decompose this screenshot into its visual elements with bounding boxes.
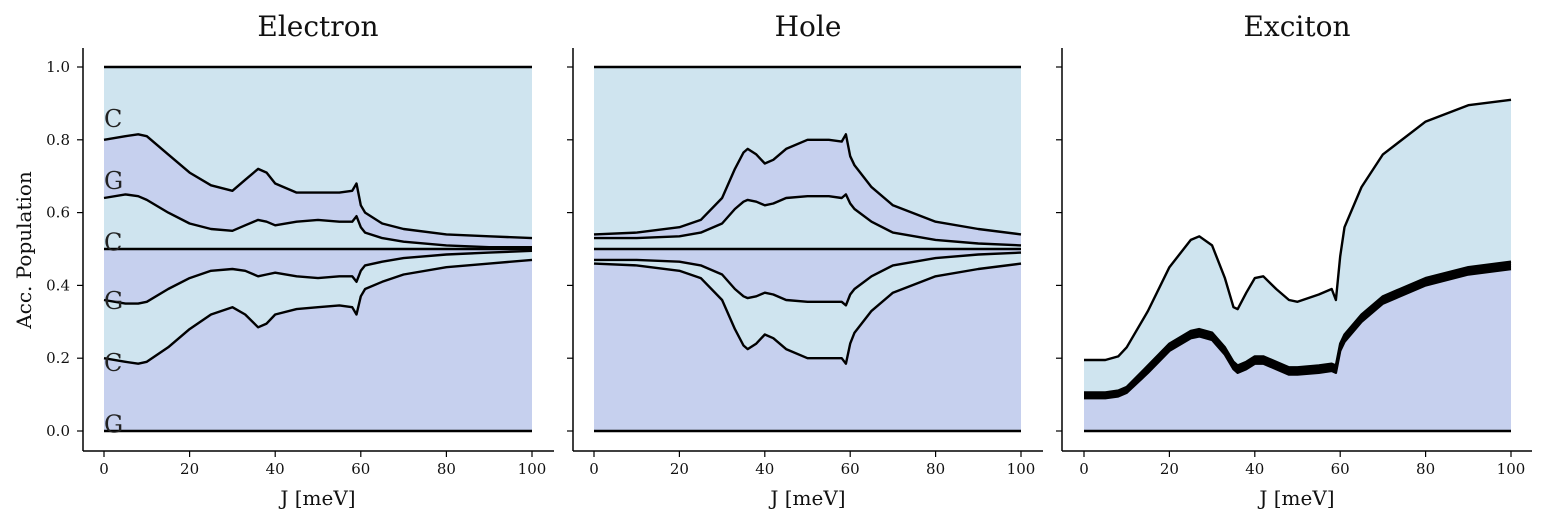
x-tick-label: 100 — [1007, 460, 1036, 478]
y-tick-label: 0.2 — [46, 349, 70, 367]
x-axis-label: J [meV] — [768, 486, 845, 510]
band-fill — [104, 259, 532, 431]
series-line — [103, 258, 533, 365]
x-tick-label: 100 — [518, 460, 547, 478]
x-tick-label: 60 — [351, 460, 370, 478]
panel-title: Electron — [257, 10, 378, 43]
x-tick-label: 20 — [670, 460, 689, 478]
band-label: G — [104, 411, 123, 439]
band-label: C — [104, 105, 122, 133]
series-line — [103, 249, 533, 305]
band-fill — [594, 194, 1021, 249]
panel-title: Hole — [775, 10, 842, 43]
band-fill — [594, 252, 1021, 364]
x-tick-label: 80 — [437, 460, 456, 478]
y-tick-label: 0.8 — [46, 131, 70, 149]
band-fill — [594, 263, 1021, 431]
x-tick-label: 80 — [1416, 460, 1435, 478]
y-tick-label: 0.6 — [46, 204, 70, 222]
series-line — [103, 133, 533, 240]
band-fill — [1084, 269, 1511, 431]
band-label: G — [104, 167, 123, 195]
y-tick-label: 1.0 — [46, 58, 70, 76]
panel-title: Exciton — [1243, 10, 1350, 43]
band-fill — [594, 67, 1021, 235]
x-tick-label: 100 — [1497, 460, 1526, 478]
panel-hole: Hole J [meV] 0 20 40 60 80 100 — [567, 10, 1043, 510]
panel-exciton: Exciton J [meV] 0 20 40 60 80 100 — [1056, 10, 1532, 510]
x-tick-label: 20 — [180, 460, 199, 478]
series-line — [594, 193, 1022, 247]
x-tick-label: 0 — [99, 460, 109, 478]
band-fill — [104, 67, 532, 239]
series-line — [593, 133, 1022, 236]
band-fill — [104, 134, 532, 248]
x-tick-label: 60 — [1331, 460, 1350, 478]
band-label: C — [104, 229, 122, 257]
x-tick-label: 80 — [926, 460, 945, 478]
series-line — [593, 262, 1022, 365]
band-label: C — [104, 349, 122, 377]
series-line — [1084, 98, 1512, 362]
x-tick-label: 20 — [1160, 460, 1179, 478]
x-axis-label: J [meV] — [1257, 486, 1334, 510]
band-fill — [104, 249, 532, 304]
band-fill — [594, 134, 1021, 246]
x-tick-label: 60 — [841, 460, 860, 478]
x-tick-label: 40 — [266, 460, 285, 478]
panel-electron: Electron Acc. Population J [meV] 0 20 40 60… — [12, 10, 554, 510]
y-axis-label: Acc. Population — [12, 171, 36, 330]
band-fill — [104, 194, 532, 249]
x-tick-label: 0 — [1079, 460, 1089, 478]
x-axis-label: J [meV] — [278, 486, 355, 510]
y-tick-label: 0.4 — [46, 276, 70, 294]
y-tick-label: 0.0 — [46, 422, 70, 440]
x-tick-label: 0 — [589, 460, 599, 478]
band-fill — [104, 250, 532, 364]
x-tick-label: 40 — [755, 460, 774, 478]
series-line — [594, 251, 1022, 307]
band-label: G — [104, 287, 123, 315]
series-line — [103, 193, 532, 249]
band-fill — [1084, 99, 1511, 393]
band-fill — [594, 249, 1021, 306]
x-tick-label: 40 — [1245, 460, 1264, 478]
series-line — [1084, 260, 1512, 394]
